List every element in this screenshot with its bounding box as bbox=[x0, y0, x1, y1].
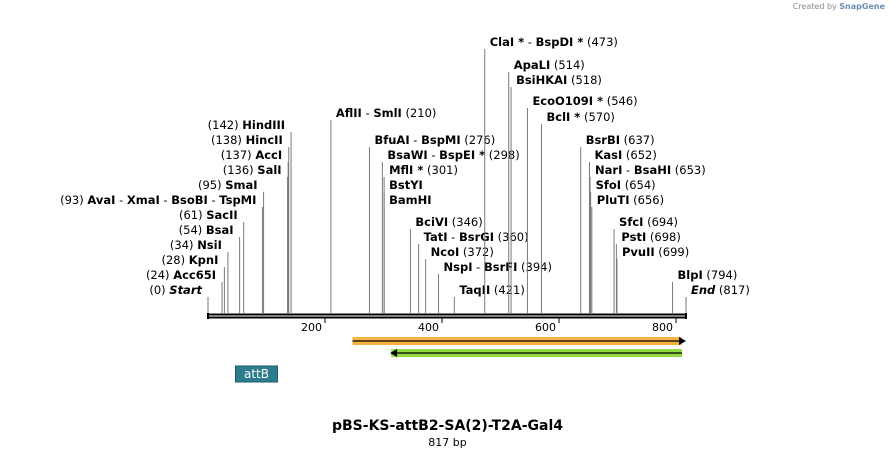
site-nsii-label: (34) NsiI bbox=[170, 238, 222, 252]
site-nari-label: NarI - BsaHI (653) bbox=[595, 163, 706, 177]
axis-tick-label: 400 bbox=[418, 321, 439, 334]
site-hindiii-label: (142) HindIII bbox=[208, 118, 285, 132]
credit-text: Created by SnapGene bbox=[793, 2, 885, 11]
site-bsihkai-label: BsiHKAI (518) bbox=[516, 73, 602, 87]
site-hincii-label: (138) HincII bbox=[211, 133, 283, 147]
site-psti-label: PstI (698) bbox=[621, 230, 680, 244]
plasmid-name: pBS-KS-attB2-SA(2)-T2A-Gal4 bbox=[331, 418, 563, 434]
site-bstyi-label: BstYI bbox=[389, 178, 423, 192]
axis-tick-label: 800 bbox=[652, 321, 673, 334]
orange-arrow-head bbox=[679, 337, 686, 345]
site-bsai-label: (54) BsaI bbox=[179, 223, 234, 237]
green-arrow-head bbox=[390, 349, 398, 357]
axis-tick-label: 200 bbox=[301, 321, 322, 334]
site-bamhi-label: BamHI bbox=[389, 193, 431, 207]
site-end-label: End (817) bbox=[691, 283, 750, 297]
site-pluti-label: PluTI (656) bbox=[597, 193, 664, 207]
site-avai-label: (93) AvaI - XmaI - BsoBI - TspMI bbox=[60, 193, 256, 207]
attb-feature-label: attB bbox=[244, 367, 269, 381]
site-kasi-label: KasI (652) bbox=[594, 148, 656, 162]
axis-tick-label: 600 bbox=[535, 321, 556, 334]
site-blpi-label: BlpI (794) bbox=[678, 268, 738, 282]
site-ecoo109i-label: EcoO109I * (546) bbox=[532, 94, 637, 108]
site-apali-label: ApaLI (514) bbox=[514, 58, 585, 72]
plasmid-length: 817 bp bbox=[428, 436, 467, 449]
site-bsawi-label: BsaWI - BspEI * (298) bbox=[387, 148, 519, 162]
plasmid-map: 200 400 600 800 attB (0) Start(24) Acc65I(28)… bbox=[60, 35, 750, 383]
site-kpni-label: (28) KpnI bbox=[162, 253, 219, 267]
site-aflii-label: AflII - SmlI (210) bbox=[336, 106, 437, 120]
site-smai-label: (95) SmaI bbox=[198, 178, 258, 192]
site-acci-label: (137) AccI bbox=[221, 148, 282, 162]
site-taqii-label: TaqII (421) bbox=[459, 283, 525, 297]
site-nspi-label: NspI - BsrFI (394) bbox=[444, 260, 552, 274]
site-sfci-label: SfcI (694) bbox=[619, 215, 678, 229]
site-clai-label: ClaI * - BspDI * (473) bbox=[490, 35, 618, 49]
site-bsrbi-label: BsrBI (637) bbox=[586, 133, 655, 147]
site-sacii-label: (61) SacII bbox=[179, 208, 238, 222]
snapgene-brand: SnapGene bbox=[839, 2, 885, 11]
site-bcli-label: BclI * (570) bbox=[546, 110, 614, 124]
site-acc65i-label: (24) Acc65I bbox=[146, 268, 216, 282]
site-bcivi-label: BciVI (346) bbox=[415, 215, 482, 229]
credit-prefix: Created by bbox=[792, 2, 837, 11]
site-mfli-label: MflI * (301) bbox=[389, 163, 458, 177]
site-pvuii-label: PvuII (699) bbox=[622, 245, 689, 259]
attb-feature-box bbox=[234, 365, 278, 383]
site-sali-label: (136) SalI bbox=[223, 163, 282, 177]
site-start-label: (0) Start bbox=[149, 283, 202, 297]
site-bfuai-label: BfuAI - BspMI (276) bbox=[374, 133, 495, 147]
site-tati-label: TatI - BsrGI (360) bbox=[424, 230, 529, 244]
site-sfoi-label: SfoI (654) bbox=[596, 178, 656, 192]
